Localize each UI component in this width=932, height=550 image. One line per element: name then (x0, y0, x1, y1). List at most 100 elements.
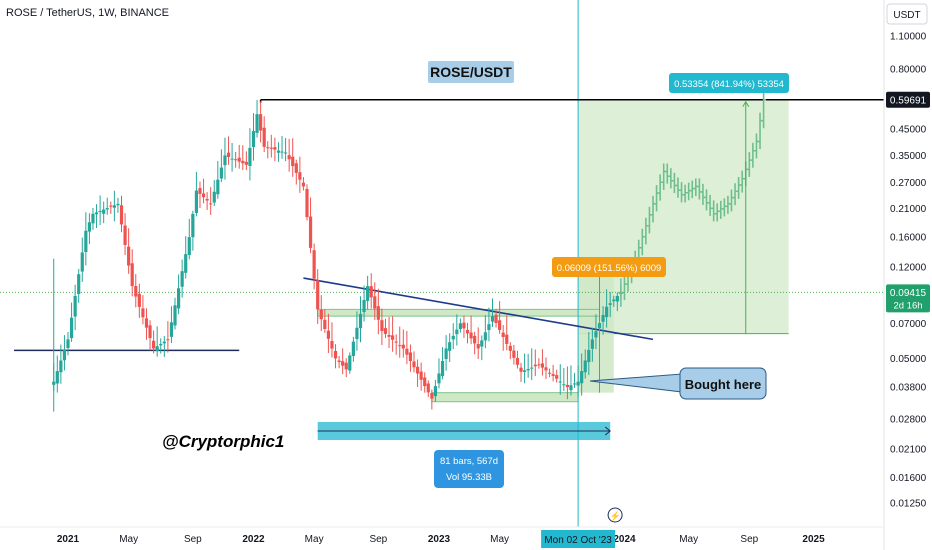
candle-body (490, 316, 495, 322)
candle (66, 331, 70, 356)
candle-body (387, 334, 391, 337)
candle (162, 336, 166, 357)
candle-body (216, 179, 220, 195)
candle-body (448, 342, 452, 351)
candle-body (94, 212, 99, 215)
candle-body (569, 385, 573, 391)
candle (176, 274, 181, 315)
candle-body (530, 367, 534, 369)
candle (234, 151, 238, 168)
countdown-text: 2d 16h (893, 300, 922, 311)
candle (269, 134, 273, 158)
candle (259, 101, 263, 143)
time-tick: 2025 (802, 534, 825, 545)
price-tick: 0.16000 (890, 233, 927, 244)
candle-body (576, 381, 580, 386)
candle-body (187, 237, 191, 255)
range-bar-head (604, 426, 612, 436)
candle-body (458, 323, 462, 329)
candle (59, 344, 63, 384)
candle (562, 368, 566, 392)
candle-body (237, 157, 241, 162)
mid-label-box (552, 257, 666, 277)
candle (508, 342, 512, 360)
candle (137, 283, 141, 318)
candle-body (280, 151, 284, 153)
watermark-text: @Cryptorphic1 (162, 432, 284, 451)
candle-body (298, 172, 302, 180)
candle (387, 316, 391, 348)
candle (102, 201, 106, 224)
resistance-price-tag (886, 91, 930, 108)
candle-body (148, 325, 152, 339)
candle-body (537, 364, 541, 366)
candle (547, 368, 552, 378)
candle-body (80, 252, 84, 272)
candle-body (116, 203, 120, 206)
candle-body (262, 127, 266, 147)
currency-button[interactable] (886, 3, 928, 25)
candle (505, 315, 509, 351)
candle (483, 315, 487, 349)
price-tick: 0.27000 (890, 178, 927, 189)
candle-body (383, 328, 388, 334)
candle-body (555, 375, 559, 379)
candle-body (248, 147, 252, 166)
candle (159, 338, 163, 354)
candle-body (127, 246, 131, 266)
candle (565, 366, 569, 400)
candle (130, 249, 134, 297)
candle (515, 350, 520, 369)
candle (212, 179, 216, 207)
candle (605, 289, 609, 328)
candle (498, 301, 502, 334)
candle (109, 201, 113, 214)
candle (308, 197, 313, 254)
candle-body (91, 213, 95, 224)
candle-body (433, 386, 438, 397)
candle-body (73, 295, 77, 317)
candle-body (219, 167, 223, 179)
price-tick: 0.01600 (890, 473, 927, 484)
candle-body (348, 355, 352, 371)
candle-body (87, 222, 92, 232)
candle-body (287, 155, 291, 160)
price-tick: 0.12000 (890, 263, 927, 274)
candle (480, 335, 484, 361)
candle (358, 296, 363, 343)
candle (383, 318, 388, 338)
candle-body (398, 345, 402, 347)
candle (348, 352, 352, 374)
candle (116, 197, 120, 213)
candle (316, 269, 320, 324)
candle-body (572, 383, 577, 385)
candle (544, 357, 548, 380)
time-tick: May (305, 534, 324, 545)
candle (152, 330, 156, 354)
candle (226, 136, 231, 165)
candle-body (380, 320, 384, 332)
candle (458, 318, 462, 333)
candle-body (469, 332, 473, 339)
candle-body (169, 322, 174, 337)
candle (187, 218, 191, 260)
candle-body (159, 343, 163, 346)
candle (323, 309, 327, 333)
candle-body (580, 371, 584, 384)
candle-body (77, 274, 81, 295)
candle (312, 243, 316, 290)
candle-body (134, 286, 138, 297)
candle-body (519, 367, 523, 372)
candle-body (455, 329, 459, 335)
candle (355, 311, 359, 351)
time-tick: Sep (740, 534, 758, 545)
candle-body (255, 114, 259, 133)
candle (380, 308, 384, 346)
candle (476, 327, 480, 359)
candle-body (487, 324, 491, 331)
lightning-icon[interactable] (607, 507, 623, 523)
candle (105, 197, 109, 215)
candle (512, 344, 516, 365)
candle (522, 353, 527, 384)
